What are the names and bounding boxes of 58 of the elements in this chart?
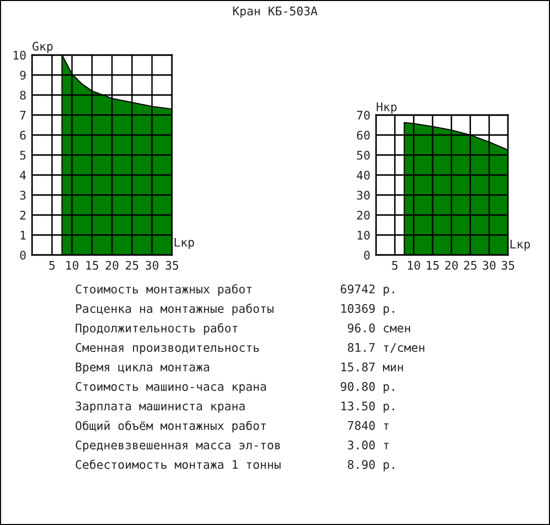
text: Стоимость машино-часа крана (76, 382, 266, 394)
text: Расценка на монтажные работы (76, 304, 274, 316)
text: 8.90 р. (348, 460, 394, 472)
text: Кран КБ-503А (233, 6, 318, 18)
text: Время цикла монтажа (76, 362, 210, 374)
text: 10369 р. (341, 304, 394, 316)
y-tick-label: 0 (364, 250, 370, 260)
text: 3.00 т (348, 440, 389, 450)
y-tick-label: 40 (356, 170, 370, 180)
x-tick-label: 20 (445, 260, 458, 270)
text: 96.0 смен (348, 324, 410, 332)
x-tick-label: 10 (66, 260, 78, 270)
x-tick-label: 20 (106, 260, 118, 270)
text: Общий объём монтажных работ (76, 420, 266, 432)
y-tick-label: 10 (14, 50, 26, 60)
text: Средневзвешенная масса эл-тов (76, 440, 280, 452)
y-tick-label: 6 (20, 130, 26, 140)
y-tick-label: 30 (357, 190, 370, 200)
y-tick-label: 70 (357, 110, 370, 120)
text: 90.80 р. (340, 382, 394, 394)
x-tick-label: 15 (86, 260, 98, 270)
x-tick-label: 30 (146, 260, 158, 270)
text: 15.87 мин (341, 362, 403, 372)
text: 69742 р. (340, 284, 394, 296)
text: Себестоимость монтажа 1 тонны (76, 460, 281, 469)
y-tick-label: 1 (20, 230, 26, 240)
text: Стоимость монтажных работ (76, 284, 252, 296)
y-tick-label: 50 (357, 150, 370, 160)
y-tick-label: 2 (20, 210, 26, 220)
y-tick-label: 0 (20, 250, 26, 260)
y-tick-label: 60 (356, 130, 370, 140)
x-tick-label: 5 (49, 260, 55, 270)
x-tick-label: 35 (166, 260, 178, 270)
text: Зарплата машиниста крана (76, 402, 245, 413)
x-axis-title: Lкр (510, 240, 530, 251)
x-tick-label: 25 (126, 260, 138, 270)
y-tick-label: 7 (20, 110, 26, 120)
x-tick-label: 10 (408, 260, 420, 270)
text: Продолжительность работ (76, 323, 238, 335)
text: Сменная производительность (76, 343, 259, 354)
x-tick-label: 15 (426, 260, 439, 270)
y-tick-label: 3 (20, 190, 26, 200)
x-tick-label: 35 (502, 260, 514, 270)
y-tick-label: 4 (20, 170, 26, 180)
y-axis-title: Hкр (376, 102, 397, 114)
y-axis-title: Gкр (32, 42, 53, 53)
text: 81.7 т/смен (348, 343, 424, 353)
y-tick-label: 9 (20, 70, 26, 80)
x-tick-label: 5 (392, 260, 398, 270)
x-axis-title: Lкр (174, 238, 194, 249)
x-tick-label: 25 (464, 260, 476, 270)
y-tick-label: 8 (20, 90, 26, 100)
x-tick-label: 30 (482, 260, 496, 270)
text: 7840 т (348, 421, 389, 430)
text: 13.50 р. (341, 402, 394, 413)
y-tick-label: 10 (358, 230, 370, 240)
y-tick-label: 5 (20, 150, 26, 160)
y-tick-label: 20 (357, 210, 370, 220)
